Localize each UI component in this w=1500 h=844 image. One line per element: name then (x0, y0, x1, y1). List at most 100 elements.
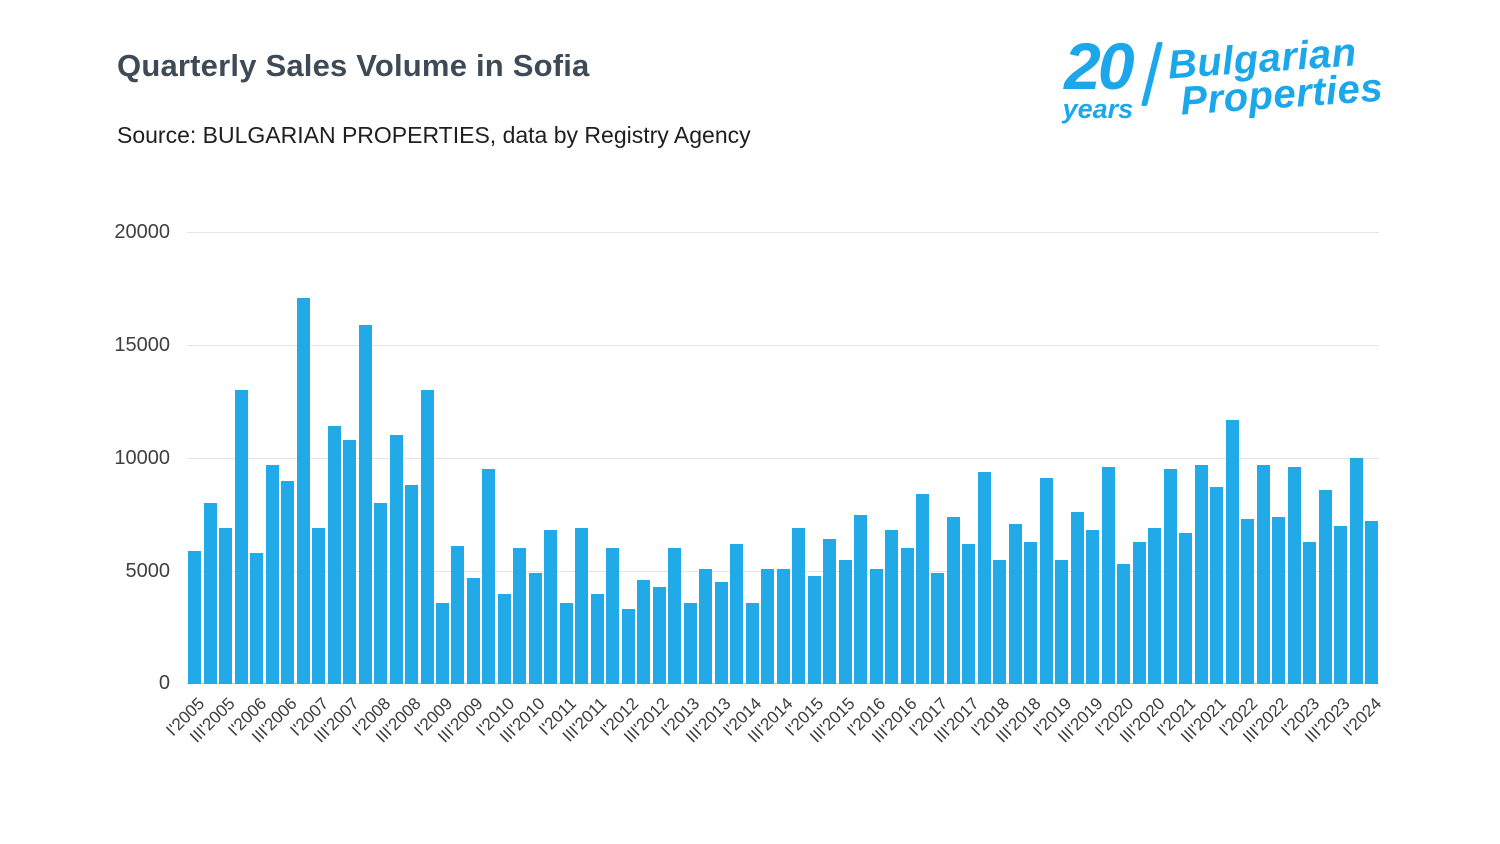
bar (312, 528, 326, 684)
bar (466, 577, 480, 684)
bar-slot (605, 232, 620, 684)
bar (265, 464, 279, 684)
bar (1008, 523, 1022, 684)
y-axis-label: 0 (158, 672, 170, 694)
bar (219, 528, 233, 684)
logo-slash-divider (1141, 42, 1164, 106)
bar (1318, 489, 1332, 684)
page-title: Quarterly Sales Volume in Sofia (117, 48, 590, 83)
grid-line (187, 232, 1379, 233)
logo-20-number: 20 (1064, 29, 1134, 103)
bar-slot: I'2017 (906, 232, 951, 740)
bar (1241, 519, 1255, 684)
bar-slot: III'2016 (868, 232, 920, 746)
bar (1287, 467, 1301, 684)
bar (389, 435, 403, 684)
bar-slot: I'2018 (968, 232, 1013, 740)
bar (513, 548, 527, 684)
bar (188, 550, 202, 684)
bar (885, 530, 899, 684)
bar (1039, 478, 1053, 684)
bar (1132, 541, 1146, 684)
bar-slot: I'2020 (1091, 232, 1137, 740)
bar (1101, 467, 1115, 684)
bar-slot: III'2012 (620, 232, 673, 746)
y-axis-label: 10000 (114, 447, 170, 469)
bar (1179, 532, 1193, 684)
bar-slot: I'2016 (844, 232, 889, 740)
bar-slot (264, 232, 279, 684)
bar (1024, 541, 1038, 684)
bar-slot: III'2009 (434, 232, 487, 746)
bar (343, 439, 357, 684)
bar-slot (388, 232, 403, 684)
grid-line (187, 458, 1379, 459)
bar-slot: I'2010 (472, 232, 518, 740)
bar-chart: I'2005 III'2005 I'2006 III'2006 I'2007 III'20… (162, 232, 1385, 746)
bar (482, 469, 496, 684)
bar-slot: I'2013 (658, 232, 704, 740)
bar (606, 548, 620, 684)
bar (807, 575, 821, 684)
bar-slot: I'2009 (410, 232, 456, 740)
bar-slot: III'2021 (1178, 232, 1230, 746)
bar-slot (419, 232, 434, 684)
bar-slot: I'2019 (1029, 232, 1075, 740)
bar (575, 528, 589, 684)
bar (1334, 525, 1348, 684)
bar (792, 528, 806, 684)
bar (1272, 516, 1286, 684)
bar-slot (1348, 232, 1363, 684)
bar-slot (481, 232, 496, 684)
plot-area: I'2005 III'2005 I'2006 III'2006 I'2007 III'20… (162, 232, 1385, 746)
bar (637, 580, 651, 684)
bar (683, 602, 697, 684)
bar (668, 548, 682, 684)
bar-slot (1101, 232, 1116, 684)
bar-slot: III'2017 (930, 232, 982, 746)
bar-slot (574, 232, 589, 684)
bar (652, 586, 666, 684)
bar-slot (326, 232, 341, 684)
bar-slot: I'2012 (596, 232, 642, 740)
bar-slot (1193, 232, 1208, 684)
bar-slot (698, 232, 713, 684)
bar-slot (512, 232, 527, 684)
bar-slot: III'2005 (187, 232, 239, 746)
bar (1055, 559, 1069, 684)
bar (869, 568, 883, 684)
bar-slot: III'2010 (496, 232, 549, 746)
bar (1148, 528, 1162, 684)
bar (327, 426, 341, 684)
bar (296, 297, 310, 684)
bar-slot (543, 232, 558, 684)
bar-slot: I'2015 (782, 232, 828, 740)
source-subtitle: Source: BULGARIAN PROPERTIES, data by Re… (117, 122, 751, 148)
y-axis-label: 15000 (114, 334, 170, 356)
bar (435, 602, 449, 684)
bar (497, 593, 511, 684)
bar-slot (822, 232, 837, 684)
bar (1117, 564, 1131, 684)
y-axis-label: 20000 (114, 221, 170, 243)
bar (590, 593, 604, 684)
bar (823, 539, 837, 684)
bar-slot: III'2020 (1116, 232, 1168, 746)
bar (730, 543, 744, 684)
bar-slot (1008, 232, 1023, 684)
bar (776, 568, 790, 684)
bar (1163, 469, 1177, 684)
bar-slot: I'2023 (1277, 232, 1323, 740)
bar-slot (1317, 232, 1332, 684)
bar-slot (977, 232, 992, 684)
bar-slot (1039, 232, 1054, 684)
bar (977, 471, 991, 684)
bar-slot: I'2005 (162, 232, 208, 740)
bar-slot (1224, 232, 1239, 684)
bar (714, 582, 728, 684)
bar (1303, 541, 1317, 684)
bar (405, 485, 419, 684)
bar-slot: III'2018 (992, 232, 1044, 746)
bar-slot: III'2006 (249, 232, 301, 746)
bar (946, 516, 960, 684)
